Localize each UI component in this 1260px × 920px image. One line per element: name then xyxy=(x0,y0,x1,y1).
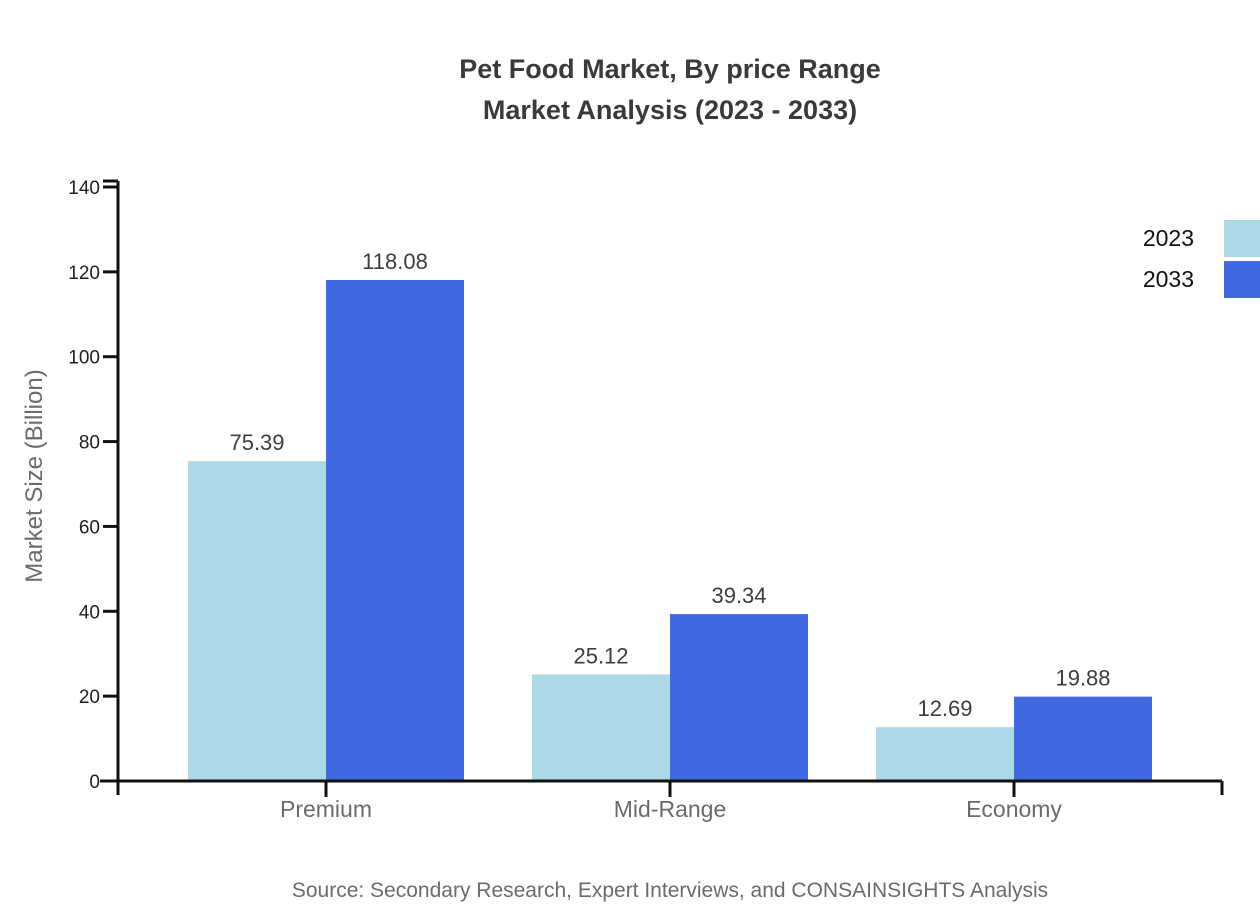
bar-2033-economy xyxy=(1014,696,1152,781)
source-text: Source: Secondary Research, Expert Inter… xyxy=(291,879,1049,902)
bar-2033-mid-range xyxy=(670,614,808,781)
y-tick-label-120: 120 xyxy=(68,263,100,284)
bar-2023-economy xyxy=(876,727,1014,781)
value-label-2023-mid-range: 25.12 xyxy=(573,643,628,668)
value-label-2033-premium: 118.08 xyxy=(362,249,428,274)
y-axis-title: Market Size (Billion) xyxy=(21,369,48,583)
value-label-2023-premium: 75.39 xyxy=(229,430,284,455)
legend-swatch-2023 xyxy=(1224,220,1260,257)
legend-label-2033: 2033 xyxy=(1142,266,1194,292)
value-label-2033-mid-range: 39.34 xyxy=(711,583,766,608)
value-label-2033-economy: 19.88 xyxy=(1055,666,1110,691)
category-label-mid-range: Mid-Range xyxy=(614,796,727,822)
chart-title-line1: Pet Food Market, By price Range xyxy=(459,54,881,84)
y-tick-label-100: 100 xyxy=(68,348,100,369)
y-tick-label-60: 60 xyxy=(79,517,100,538)
legend-item-2023: 2023 xyxy=(1143,220,1260,257)
bar-2023-premium xyxy=(188,461,326,781)
y-tick-label-40: 40 xyxy=(79,602,100,623)
chart-title-line2: Market Analysis (2023 - 2033) xyxy=(482,95,858,125)
category-label-premium: Premium xyxy=(280,796,372,822)
legend-label-2023: 2023 xyxy=(1142,225,1194,251)
legend-swatch-2033 xyxy=(1224,261,1260,298)
y-tick-label-0: 0 xyxy=(89,772,100,793)
value-label-2023-economy: 12.69 xyxy=(917,696,972,721)
y-tick-label-140: 140 xyxy=(68,178,100,199)
y-tick-label-80: 80 xyxy=(79,433,100,454)
bar-2023-mid-range xyxy=(532,674,670,781)
chart-title: Pet Food Market, By price Range Market A… xyxy=(80,49,1260,131)
legend-item-2033: 2033 xyxy=(1143,261,1260,298)
y-tick-label-20: 20 xyxy=(79,687,100,708)
category-label-economy: Economy xyxy=(966,796,1062,822)
bar-2033-premium xyxy=(326,280,464,781)
